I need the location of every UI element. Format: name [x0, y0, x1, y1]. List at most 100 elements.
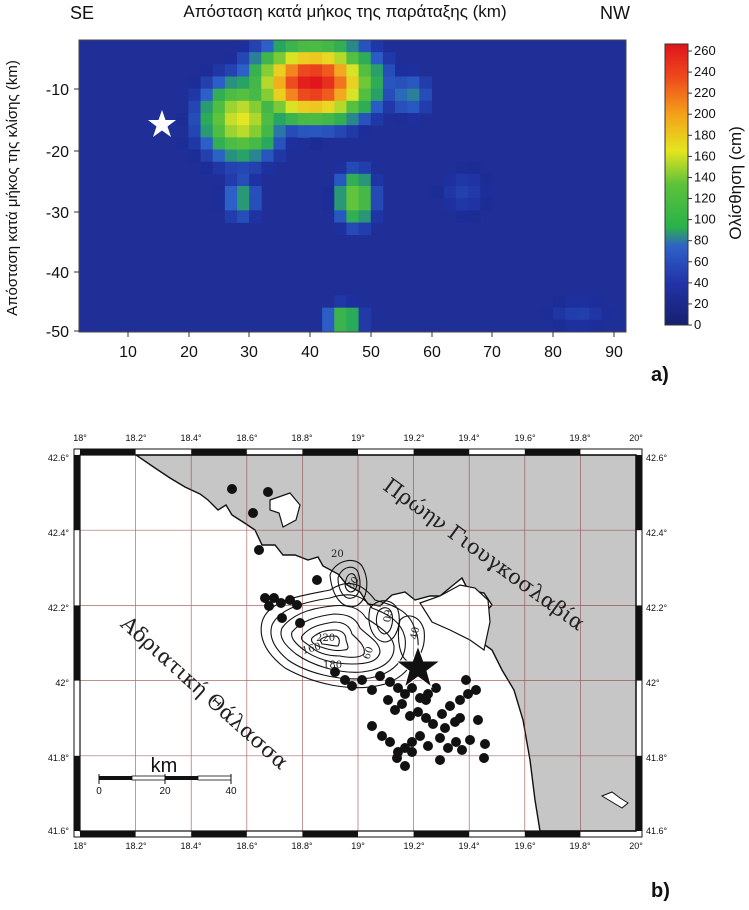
frame-segment — [74, 755, 80, 831]
heatmap-cell — [212, 198, 226, 211]
heatmap-cell — [200, 76, 214, 90]
heatmap-cells — [176, 40, 615, 333]
heatmap-cell — [322, 88, 335, 102]
aftershock-dot — [421, 695, 431, 705]
lon-bottom-label: 20° — [629, 841, 643, 851]
heatmap-cell — [370, 88, 384, 102]
y-axis: -10 -20 -30 -40 -50 — [46, 82, 79, 341]
heatmap-cell — [237, 40, 250, 53]
heatmap-cell — [212, 161, 226, 175]
heatmap-cell — [285, 137, 299, 150]
heatmap-cell — [249, 100, 262, 114]
heatmap-cell — [261, 76, 274, 90]
direction-nw-label: NW — [600, 3, 630, 23]
heatmap-cell — [297, 64, 311, 77]
aftershock-dot — [248, 508, 258, 518]
heatmap-cell — [237, 198, 250, 211]
heatmap-cell — [467, 186, 481, 199]
heatmap-cell — [346, 113, 359, 126]
lon-top-label: 19.4° — [458, 433, 480, 443]
scale-segment — [131, 775, 166, 781]
aftershock-dots — [227, 484, 490, 771]
aftershock-dot — [295, 618, 305, 628]
heatmap-cell — [419, 100, 432, 114]
heatmap-cell — [322, 100, 335, 114]
frame-segment — [191, 831, 247, 837]
frame-segment — [524, 449, 581, 455]
heatmap-cell — [249, 64, 262, 77]
heatmap-cell — [565, 307, 578, 321]
aftershock-dot — [443, 743, 453, 753]
heatmap-cell — [188, 137, 201, 150]
heatmap-cell — [261, 52, 274, 65]
heatmap-cell — [467, 210, 481, 223]
aftershock-dot — [385, 737, 395, 747]
map-axis-labels: 18° 18.2° 18.4° 18.6° 18.8° 19° 19.2° 19… — [48, 433, 668, 851]
lon-bottom-label: 18.6° — [236, 841, 258, 851]
colorbar-gradient — [664, 43, 689, 326]
aftershock-dot — [263, 487, 273, 497]
aftershock-dot — [367, 721, 377, 731]
heatmap-cell — [565, 319, 578, 333]
heatmap-cell — [480, 198, 493, 211]
aftershock-dot — [400, 761, 410, 771]
heatmap-cell — [273, 100, 287, 114]
x-tick-label: 30 — [240, 344, 258, 361]
heatmap-cell — [382, 88, 396, 102]
heatmap-cell — [370, 113, 384, 126]
aftershock-dot — [392, 753, 402, 763]
heatmap-cell — [322, 113, 335, 126]
heatmap-cell — [297, 113, 311, 126]
aftershock-dot — [413, 707, 423, 717]
heatmap-cell — [249, 40, 262, 53]
y-axis-title: Απόσταση κατά μήκος της κλίσης (km) — [4, 60, 21, 316]
aftershock-dot — [276, 598, 286, 608]
aftershock-dot — [260, 593, 270, 603]
lon-top-label: 18.8° — [291, 433, 313, 443]
heatmap-cell — [382, 76, 396, 90]
heatmap-cell — [224, 210, 238, 223]
colorbar-tick-label: 0 — [694, 317, 701, 332]
lon-top-label: 18.2° — [125, 433, 147, 443]
heatmap-cell — [273, 76, 287, 90]
heatmap-cell — [334, 76, 347, 90]
aftershock-dot — [431, 683, 441, 693]
x-tick-label: 10 — [119, 344, 137, 361]
aftershock-dot — [340, 675, 350, 685]
aftershock-dot — [383, 695, 393, 705]
colorbar-tick-label: 80 — [694, 233, 708, 248]
scale-segment — [197, 775, 232, 781]
heatmap-cell — [565, 295, 578, 309]
frame-segment — [74, 455, 80, 531]
heatmap-cell — [176, 137, 189, 150]
heatmap-cell — [358, 125, 372, 138]
heatmap-cell — [382, 52, 396, 65]
scale-segment — [165, 776, 198, 780]
aftershock-dot — [390, 705, 400, 715]
heatmap-cell — [237, 64, 250, 77]
heatmap-cell — [224, 125, 238, 138]
lat-right-label: 41.6° — [646, 826, 668, 836]
heatmap-cell — [370, 173, 384, 187]
colorbar-tick-label: 20 — [694, 296, 708, 311]
x-tick-label: 50 — [362, 344, 380, 361]
heatmap-cell — [407, 76, 420, 90]
heatmap-cell — [261, 40, 274, 53]
heatmap-cell — [224, 161, 238, 175]
colorbar-tick-label: 60 — [694, 254, 708, 269]
heatmap-cell — [370, 76, 384, 90]
heatmap-cell — [589, 307, 603, 321]
heatmap-cell — [419, 88, 432, 102]
contour-label: 40 — [409, 626, 422, 640]
heatmap-cell — [237, 173, 250, 187]
heatmap-cell — [334, 52, 347, 65]
x-tick-label: 40 — [301, 344, 319, 361]
aftershock-dot — [407, 747, 417, 757]
heatmap-cell — [334, 88, 347, 102]
lon-bottom-label: 19.8° — [569, 841, 591, 851]
aftershock-dot — [445, 701, 455, 711]
heatmap-cell — [358, 52, 372, 65]
aftershock-dot — [407, 683, 417, 693]
lon-bottom-label: 19° — [351, 841, 365, 851]
frame-segment — [80, 449, 136, 455]
